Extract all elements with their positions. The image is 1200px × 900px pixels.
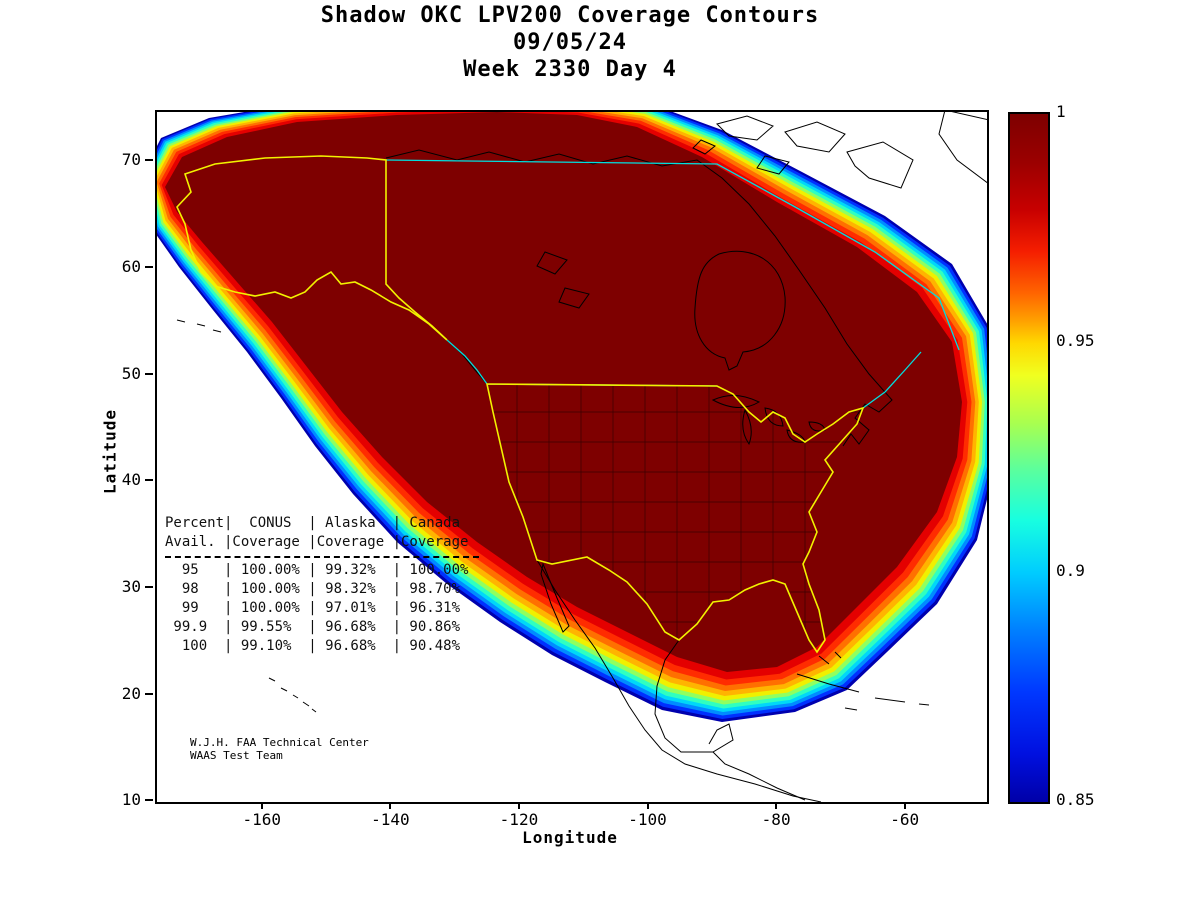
x-tick-mark [903,802,906,809]
chart-date: 09/05/24 [513,30,627,55]
y-tick-mark [145,372,153,375]
x-tick-mark [646,802,649,809]
coastline-path [796,651,930,711]
x-tick-mark [775,802,778,809]
map-plot-area: Percent| CONUS | Alaska | Canada Avail. … [155,110,989,804]
x-tick-label: -100 [628,810,667,829]
x-tick-mark [517,802,520,809]
coverage-table: Percent| CONUS | Alaska | Canada Avail. … [165,514,479,656]
y-tick-mark [145,799,153,802]
conus-border [486,383,865,654]
table-divider [165,556,479,558]
coastline-path [540,562,570,633]
x-tick-label: -60 [890,810,920,829]
table-header-row: Percent| CONUS | Alaska | Canada [165,515,477,531]
title-block: Shadow OKC LPV200 Coverage Contours 09/0… [155,2,985,83]
y-tick-label: 60 [121,256,141,276]
coastline-path [692,115,914,189]
coastline-path [711,395,826,446]
y-tick-label: 30 [121,576,141,596]
chart-title: Shadow OKC LPV200 Coverage Contours [320,3,820,28]
colorbar-tick-label: 0.9 [1056,560,1085,580]
x-tick-label: -80 [761,810,791,829]
y-tick-mark [145,585,153,588]
y-tick-label: 50 [121,363,141,383]
x-tick-label: -120 [499,810,539,829]
chart-week-day: Week 2330 Day 4 [463,57,677,82]
y-tick-mark [145,265,153,268]
y-tick-mark [145,692,153,695]
table-row: 99.9 | 99.55% | 96.68% | 90.86% [165,619,477,635]
table-row: 99 | 100.00% | 97.01% | 96.31% [165,600,477,616]
x-tick-mark [260,802,263,809]
us-borders [176,155,865,654]
canada-border-path [862,351,922,409]
y-tick-mark [145,479,153,482]
colorbar-tick-label: 0.85 [1056,790,1095,809]
coverage-contour-map [157,112,987,802]
alaska-border [176,155,448,341]
colorbar [1008,112,1050,804]
x-tick-mark [389,802,392,809]
table-row: 95 | 100.00% | 99.32% | 100.00% [165,562,477,578]
coastline-path [938,112,987,184]
colorbar-tick-label: 1 [1056,102,1066,121]
credit-line1: W.J.H. FAA Technical Center [190,736,369,749]
y-tick-mark [145,159,153,162]
coastline-path [654,639,734,753]
table-row: 100 | 99.10% | 96.68% | 90.48% [165,638,477,654]
coastline-path [176,319,222,333]
coastline-path [694,250,786,371]
coastline-path [712,751,806,801]
y-tick-label: 20 [121,683,141,703]
coastline-path [536,559,822,802]
table-row: 98 | 100.00% | 98.32% | 98.70% [165,581,477,597]
y-tick-label: 70 [121,150,141,170]
table-subheader-row: Avail. |Coverage |Coverage |Coverage [165,534,477,550]
coastline-path [536,251,590,309]
coastline-path [268,677,317,713]
x-tick-label: -160 [242,810,281,829]
colorbar-tick-label: 0.95 [1056,331,1095,351]
credit-line2: WAAS Test Team [190,749,283,762]
y-tick-label: 40 [121,470,141,490]
credit-block: W.J.H. FAA Technical Center WAAS Test Te… [190,736,369,762]
x-tick-label: -140 [371,810,410,829]
y-tick-label: 10 [121,790,141,810]
x-axis-label: Longitude [522,828,618,847]
canada-border-path [385,159,960,351]
